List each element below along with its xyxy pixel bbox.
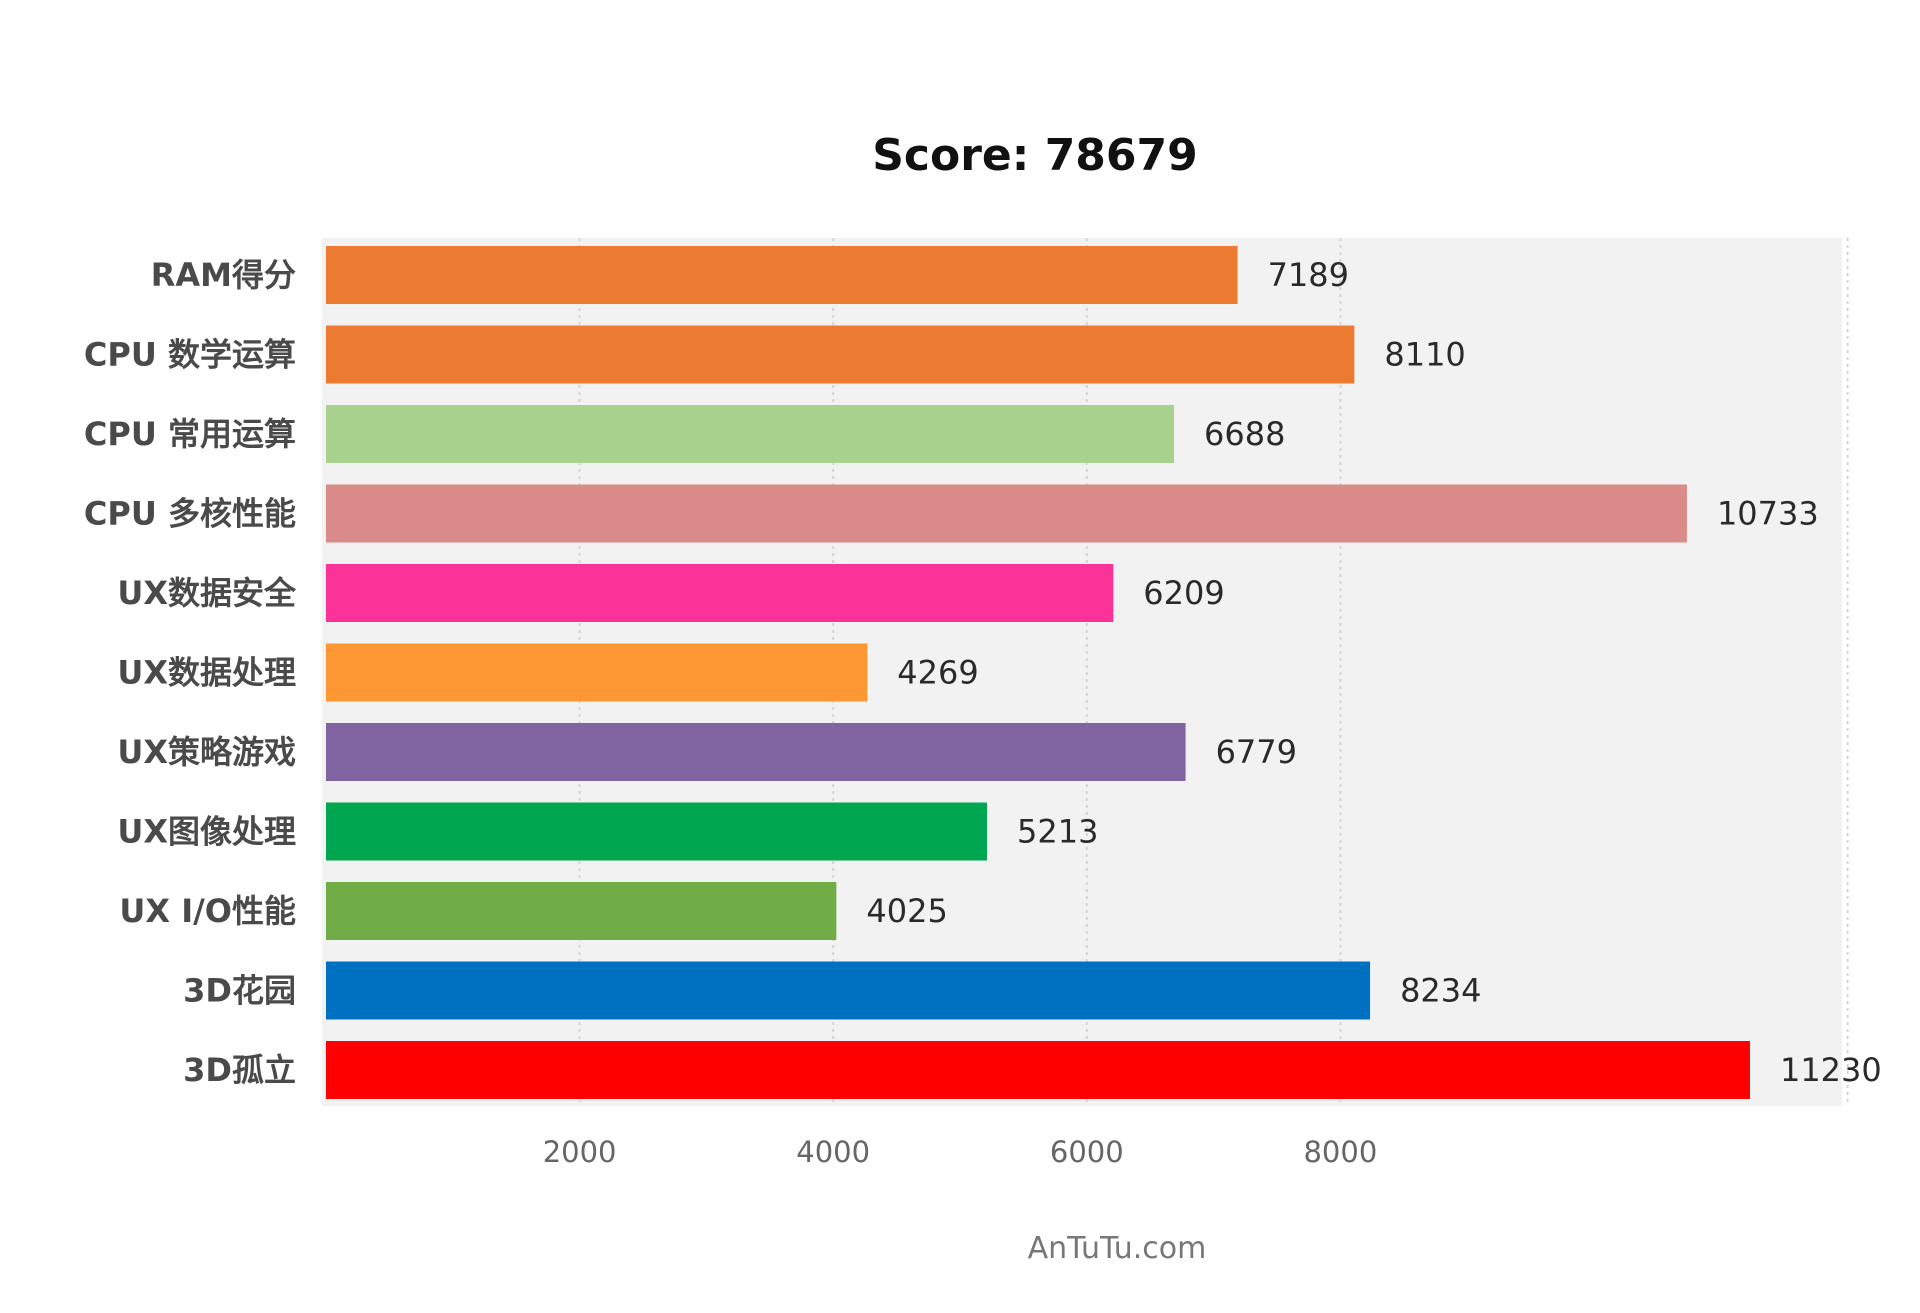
category-label: UX图像处理 [117,813,296,851]
value-label: 4269 [897,654,978,692]
value-label: 8110 [1384,336,1465,374]
x-tick-label: 2000 [543,1135,617,1169]
category-label: UX I/O性能 [119,892,296,930]
category-label: 3D孤立 [183,1051,296,1089]
category-label: CPU 常用运算 [84,415,296,453]
bar [326,564,1114,622]
category-label: UX数据安全 [117,574,297,612]
bar [326,325,1355,384]
bar [326,961,1371,1020]
x-tick-label: 8000 [1303,1135,1377,1169]
bar [326,643,868,702]
credit-text: AnTuTu.com [1028,1231,1207,1266]
x-tick-label: 6000 [1050,1135,1124,1169]
bar [326,1041,1750,1099]
value-label: 6688 [1204,415,1285,453]
category-label: CPU 多核性能 [84,495,296,533]
bar [326,484,1687,543]
category-labels: RAM得分 CPU 数学运算 CPU 常用运算 CPU 多核性能 UX数据安全 UX数据处… [84,256,297,1089]
x-tick-label: 4000 [796,1135,870,1169]
category-label: CPU 数学运算 [84,336,296,374]
bar [326,405,1175,463]
chart-title: Score: 78679 [872,130,1198,181]
value-label: 4025 [866,892,947,930]
bar [326,246,1238,304]
x-axis-ticks: 2000 4000 6000 8000 [543,1135,1378,1169]
value-label: 10733 [1717,495,1819,533]
bars [326,246,1750,1099]
bar [326,882,837,940]
value-label: 7189 [1268,256,1349,294]
bar [326,802,988,861]
category-label: 3D花园 [183,972,296,1010]
value-labels: 7189 8110 6688 10733 6209 4269 6779 5213 4025 823… [866,256,1881,1089]
value-label: 8234 [1400,972,1481,1010]
value-label: 5213 [1017,813,1098,851]
category-label: UX数据处理 [117,654,296,692]
category-label: RAM得分 [151,256,296,294]
value-label: 6779 [1216,733,1297,771]
value-label: 6209 [1143,574,1224,612]
category-label: UX策略游戏 [117,733,296,771]
bar [326,723,1186,781]
value-label: 11230 [1780,1051,1882,1089]
